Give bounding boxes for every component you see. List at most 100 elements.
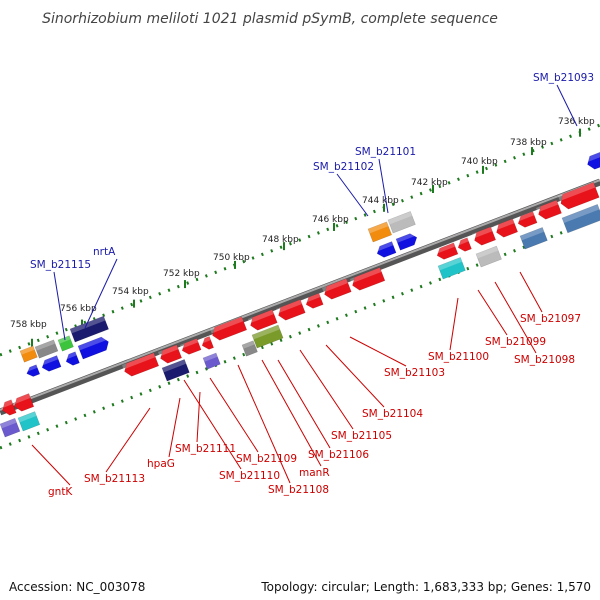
gene-arrow [2, 399, 17, 416]
leader-line [477, 289, 508, 336]
scale-tick-label: 738 kbp [510, 138, 547, 148]
reverse-gene-label: SM_b21098 [514, 354, 575, 366]
scale-tick-group: 758 kbp 756 kbp 754 kbp 752 kbp 750 kbp 748 k… [10, 117, 595, 347]
topology-text: Topology: circular; Length: 1,683,333 bp… [261, 580, 591, 594]
gene-feature [0, 399, 17, 416]
gene-feature [350, 267, 386, 291]
gene-arrow [41, 355, 62, 372]
gene-feature [77, 335, 109, 360]
gene-highlight [202, 352, 218, 362]
gene-highlight [396, 231, 417, 243]
gene-box [17, 411, 41, 432]
gene-feature [69, 315, 109, 343]
gene-highlight [494, 218, 515, 231]
gene-highlight [0, 399, 13, 409]
gene-feature [122, 352, 160, 377]
leader-line [196, 391, 201, 443]
gene-feature [199, 336, 214, 350]
gene-box [34, 339, 59, 359]
reverse-gene-label: hpaG [147, 458, 175, 470]
reverse-gene-label: manR [299, 467, 330, 479]
leader-line [237, 364, 291, 484]
forward-gene-label: SM_b21093 [533, 72, 594, 84]
gene-highlight [20, 345, 35, 355]
gene-arrow [181, 338, 202, 355]
gene-arrow [587, 150, 600, 170]
gene-feature [63, 351, 80, 366]
gene-box [241, 340, 258, 357]
reverse-gene-label: SM_b21106 [308, 449, 369, 461]
accession-text: Accession: NC_003078 [9, 580, 146, 594]
gene-highlight [350, 267, 382, 284]
forward-gene-label: SM_b21115 [30, 259, 91, 271]
gene-box [561, 204, 600, 234]
scale-tick-label: 750 kbp [213, 253, 250, 263]
leader-line [449, 297, 459, 351]
scale-track-inner [0, 216, 600, 450]
gene-box [475, 245, 502, 268]
scale-tick-label: 746 kbp [312, 215, 349, 225]
leader-line [299, 349, 354, 430]
gene-arrow [250, 309, 278, 331]
gene-arrow [560, 182, 600, 210]
gene-highlight [241, 340, 255, 349]
feature-label-group: SM_b21093 SM_b21101 SM_b21102 nrtASM_b21115… [30, 72, 594, 498]
gene-feature [494, 218, 519, 238]
gene-highlight [435, 242, 456, 254]
gene-box [367, 221, 393, 243]
gene-box [437, 257, 466, 280]
scale-tick-label: 744 kbp [362, 196, 399, 206]
leader-line [53, 271, 66, 341]
gene-highlight [209, 316, 244, 334]
forward-gene-label: SM_b21101 [355, 146, 416, 158]
gene-feature [472, 226, 497, 246]
scale-tick-label: 748 kbp [262, 235, 299, 245]
gene-highlight [122, 352, 156, 370]
gene-arrow [457, 237, 472, 252]
gene-box [519, 227, 548, 250]
gene-arrow [538, 199, 562, 220]
gene-box [69, 315, 109, 343]
gene-arrow [278, 299, 306, 321]
gene-feature [209, 316, 248, 341]
gene-feature [0, 417, 21, 438]
gene-highlight [63, 351, 77, 360]
leader-line [336, 173, 369, 217]
gene-feature [57, 335, 74, 352]
gene-feature [11, 393, 35, 412]
leader-line [519, 271, 543, 313]
scale-track-outer [0, 123, 600, 357]
gene-feature [367, 221, 393, 243]
reverse-gene-label: SM_b21103 [384, 367, 445, 379]
gene-arrow [14, 393, 35, 412]
gene-feature [535, 199, 562, 220]
gene-box [387, 211, 416, 234]
reverse-gene-label: gntK [48, 486, 73, 498]
gene-highlight [179, 338, 199, 349]
reverse-gene-label: SM_b21099 [485, 336, 546, 348]
gene-highlight [562, 204, 600, 223]
leader-line [105, 407, 151, 473]
gene-feature [248, 309, 278, 331]
leader-line [349, 336, 407, 367]
gene-highlight [0, 418, 17, 429]
gene-arrow [436, 242, 459, 260]
forward-gene-label: SM_b21102 [313, 161, 374, 173]
gene-feature [395, 231, 418, 251]
plasmid-backbone [0, 178, 600, 416]
gene-highlight [438, 257, 463, 271]
gene-highlight [558, 182, 596, 201]
gene-highlight [40, 355, 59, 366]
gene-arrow [324, 278, 352, 300]
gene-feature [558, 182, 600, 210]
gene-highlight [78, 335, 108, 351]
gene-arrow [160, 344, 183, 364]
scale-tick-label: 740 kbp [461, 157, 498, 167]
gene-feature [34, 339, 59, 359]
gene-feature [475, 245, 502, 268]
scale-tick-label: 758 kbp [10, 320, 47, 330]
gene-highlight [472, 226, 493, 239]
gene-feature [584, 150, 600, 170]
